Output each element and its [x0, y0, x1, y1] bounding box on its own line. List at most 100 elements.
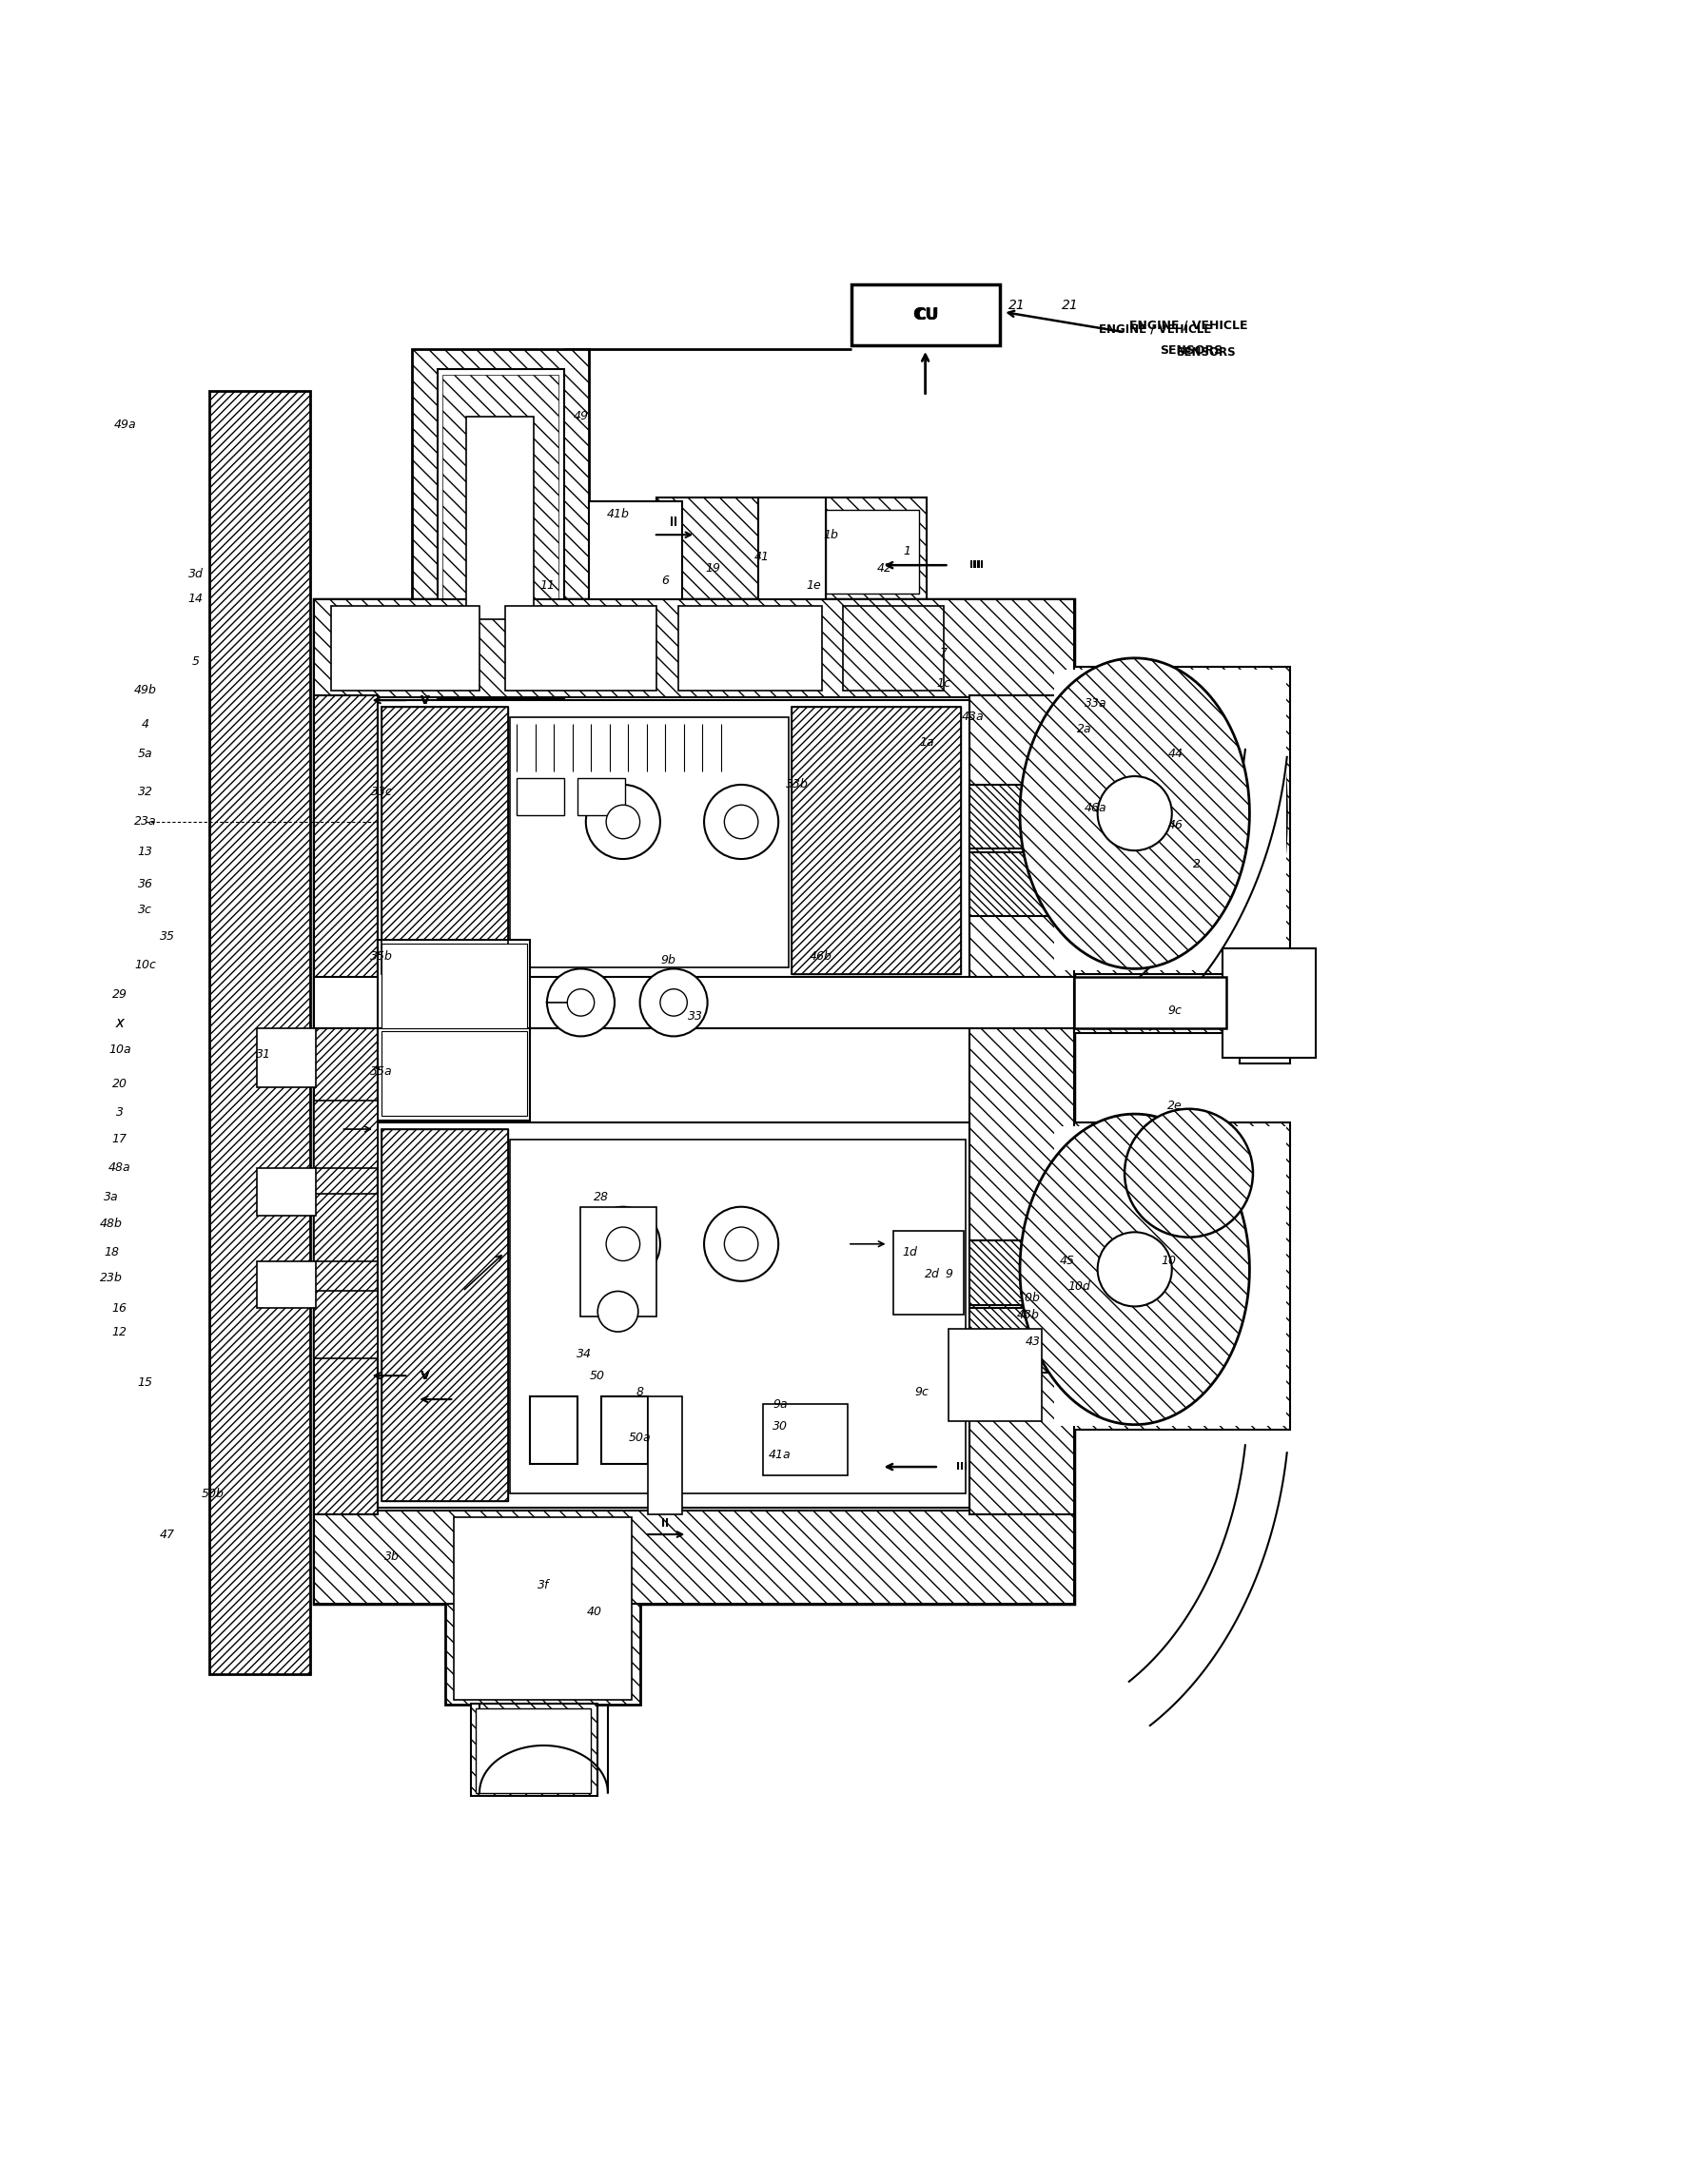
Text: 1d: 1d — [902, 1247, 917, 1258]
Text: 10b: 10b — [1018, 1291, 1040, 1304]
Text: II: II — [662, 1520, 669, 1529]
Text: 23a: 23a — [134, 815, 157, 828]
Polygon shape — [1040, 1210, 1113, 1269]
Bar — [378, 701, 968, 978]
Text: 47: 47 — [160, 1529, 175, 1540]
Bar — [381, 1031, 526, 1116]
Bar — [381, 1129, 509, 1500]
Bar — [791, 708, 960, 974]
Circle shape — [705, 784, 778, 858]
Text: 31: 31 — [255, 1048, 271, 1061]
Text: CU: CU — [912, 306, 938, 323]
Text: SENSORS: SENSORS — [1161, 345, 1224, 356]
Bar — [313, 598, 1074, 697]
Bar — [842, 605, 945, 690]
Text: 18: 18 — [104, 1247, 119, 1258]
Text: V: V — [420, 695, 431, 705]
Text: 6: 6 — [662, 574, 669, 587]
Bar — [313, 976, 1074, 1029]
Text: 17: 17 — [112, 1133, 128, 1144]
Text: 1c: 1c — [936, 677, 951, 690]
Text: V: V — [420, 1369, 431, 1382]
Text: 40: 40 — [587, 1605, 603, 1618]
Bar — [1050, 666, 1290, 974]
Bar — [589, 500, 683, 603]
Bar — [511, 716, 788, 968]
Circle shape — [725, 806, 757, 839]
Text: 28: 28 — [594, 1190, 609, 1203]
Bar — [825, 498, 928, 607]
Bar — [601, 1396, 648, 1463]
Bar — [517, 778, 563, 815]
Text: II: II — [671, 518, 677, 529]
Circle shape — [640, 970, 708, 1035]
Text: 43b: 43b — [1018, 1308, 1040, 1321]
Bar — [968, 1308, 1050, 1372]
Bar — [313, 1101, 378, 1168]
Text: 30: 30 — [773, 1420, 788, 1433]
Bar — [1050, 1123, 1290, 1431]
Text: 44: 44 — [1168, 749, 1183, 760]
Text: 20: 20 — [112, 1077, 128, 1090]
Text: 5: 5 — [192, 655, 199, 668]
Bar — [894, 1230, 963, 1315]
Text: 9b: 9b — [660, 954, 676, 968]
Text: 2a: 2a — [1077, 723, 1091, 736]
Polygon shape — [1019, 1114, 1249, 1424]
Text: CU: CU — [912, 306, 938, 323]
Text: 16: 16 — [112, 1302, 128, 1315]
Text: III: III — [972, 561, 984, 570]
Bar — [1239, 948, 1290, 1064]
Bar — [1079, 983, 1220, 1022]
Text: 1b: 1b — [824, 529, 839, 542]
Bar — [313, 598, 1074, 1603]
Bar — [454, 1518, 631, 1699]
Bar — [466, 417, 533, 620]
Bar — [209, 391, 310, 1675]
Bar — [1054, 670, 1287, 970]
Text: 19: 19 — [705, 561, 720, 574]
Text: 33c: 33c — [371, 786, 393, 797]
Bar — [313, 1511, 1074, 1603]
Text: 41b: 41b — [606, 509, 630, 520]
Text: 2e: 2e — [1168, 1099, 1183, 1112]
Text: 11: 11 — [540, 579, 555, 592]
Text: 46a: 46a — [1084, 802, 1106, 815]
Text: ENGINE / VEHICLE: ENGINE / VEHICLE — [1099, 323, 1212, 334]
Text: 8: 8 — [637, 1387, 643, 1398]
Text: 21: 21 — [1008, 299, 1025, 312]
Text: 10: 10 — [1161, 1254, 1176, 1267]
Text: 12: 12 — [112, 1326, 128, 1339]
Bar — [412, 349, 589, 721]
Bar — [1054, 1125, 1287, 1426]
Text: 2: 2 — [1193, 858, 1202, 869]
Text: 41a: 41a — [769, 1448, 791, 1461]
Bar — [443, 373, 558, 692]
Polygon shape — [1019, 657, 1249, 970]
Bar — [953, 1332, 1037, 1415]
Text: 3: 3 — [116, 1105, 124, 1118]
Text: 35a: 35a — [371, 1066, 393, 1079]
Text: 9: 9 — [945, 1269, 953, 1280]
Polygon shape — [1040, 747, 1113, 806]
Text: 42: 42 — [877, 561, 892, 574]
Bar — [584, 1210, 652, 1313]
Text: 33: 33 — [688, 1009, 703, 1022]
Bar — [511, 1140, 965, 1494]
Text: 48b: 48b — [100, 1216, 123, 1230]
Bar — [897, 1234, 960, 1313]
Bar — [257, 1029, 315, 1088]
Text: X: X — [116, 1018, 124, 1031]
Bar — [791, 708, 960, 974]
Text: III: III — [957, 1461, 967, 1472]
Text: 9c: 9c — [1168, 1005, 1183, 1018]
Text: 10a: 10a — [109, 1044, 131, 1057]
Bar — [766, 1409, 844, 1472]
Bar — [477, 1708, 591, 1793]
Text: V: V — [420, 1369, 431, 1382]
Text: 45: 45 — [1060, 1254, 1074, 1267]
Text: 50a: 50a — [628, 1433, 652, 1444]
Text: III: III — [957, 1461, 967, 1472]
Bar — [648, 1396, 683, 1514]
Bar — [313, 695, 378, 1514]
